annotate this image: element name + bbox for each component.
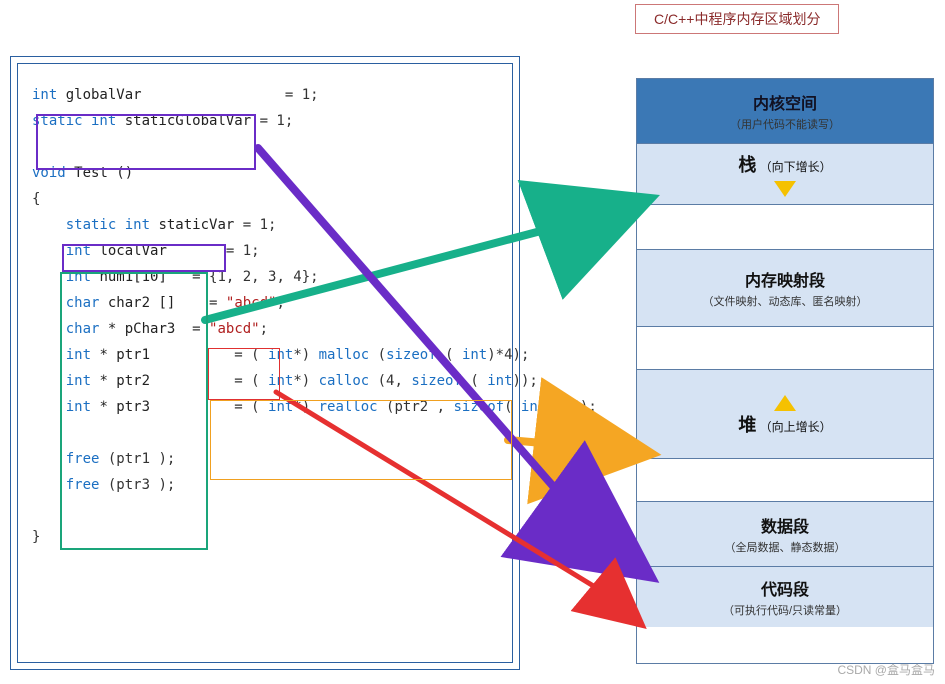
code-line: int globalVar = 1; bbox=[32, 82, 498, 108]
arrow-up-icon bbox=[774, 395, 796, 411]
memory-region: 数据段 （全局数据、静态数据） bbox=[637, 502, 933, 567]
memory-region: 栈 （向下增长） bbox=[637, 144, 933, 205]
memory-region: 代码段 （可执行代码/只读常量） bbox=[637, 567, 933, 627]
diagram-title: C/C++中程序内存区域划分 bbox=[635, 4, 839, 34]
region-title: 代码段 bbox=[761, 576, 809, 600]
region-title: 内核空间 bbox=[753, 90, 817, 114]
arrow-down-icon bbox=[774, 181, 796, 197]
string-literal-box bbox=[208, 348, 280, 400]
memory-layout-table: 内核空间 （用户代码不能读写） 栈 （向下增长） 内存映射段 （文件映射、动态库、匿名映… bbox=[636, 78, 934, 664]
global-decl-box bbox=[36, 114, 256, 170]
region-title: 堆 （向上增长） bbox=[738, 411, 831, 437]
region-title: 栈 （向下增长） bbox=[738, 151, 831, 177]
code-line: { bbox=[32, 186, 498, 212]
memory-region bbox=[637, 459, 933, 502]
memory-region: 内核空间 （用户代码不能读写） bbox=[637, 79, 933, 144]
memory-region bbox=[637, 205, 933, 250]
region-subtitle: （文件映射、动态库、匿名映射） bbox=[703, 293, 868, 309]
region-subtitle: （可执行代码/只读常量） bbox=[723, 602, 847, 618]
region-subtitle: （全局数据、静态数据） bbox=[725, 539, 846, 555]
memory-region bbox=[637, 327, 933, 370]
heap-arrow bbox=[508, 440, 636, 452]
memory-region: 堆 （向上增长） bbox=[637, 370, 933, 459]
region-title: 内存映射段 bbox=[745, 267, 825, 291]
code-line: static int staticVar = 1; bbox=[32, 212, 498, 238]
region-subtitle: （用户代码不能读写） bbox=[730, 116, 840, 132]
static-local-box bbox=[62, 244, 226, 272]
memory-region: 内存映射段 （文件映射、动态库、匿名映射） bbox=[637, 250, 933, 327]
stack-locals-box bbox=[60, 272, 208, 550]
watermark-text: CSDN @盒马盒马 bbox=[837, 661, 935, 678]
region-title: 数据段 bbox=[761, 513, 809, 537]
diagram-canvas: C/C++中程序内存区域划分 int globalVar = 1; static … bbox=[0, 0, 945, 684]
heap-alloc-box bbox=[210, 400, 512, 480]
